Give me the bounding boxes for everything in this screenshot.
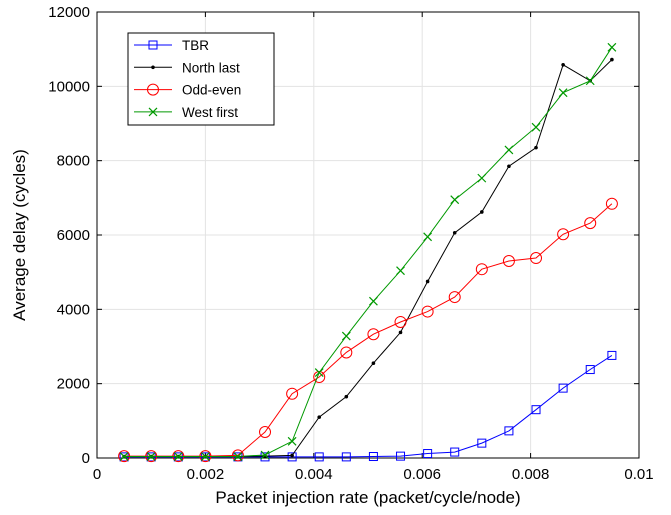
data-point-west-first xyxy=(532,123,540,131)
data-point-north-last xyxy=(561,63,565,67)
legend-marker xyxy=(151,66,155,70)
legend-label: West first xyxy=(182,105,238,120)
data-point-west-first xyxy=(559,89,567,97)
x-tick-label: 0.01 xyxy=(624,466,653,483)
data-point-west-first xyxy=(288,437,296,445)
x-tick-label: 0.006 xyxy=(403,466,441,483)
data-point-west-first xyxy=(505,146,513,154)
y-tick-label: 2000 xyxy=(57,376,90,393)
data-point-north-last xyxy=(345,395,349,399)
data-point-west-first xyxy=(424,233,432,241)
legend-label: Odd-even xyxy=(182,83,241,98)
data-point-north-last xyxy=(507,164,511,168)
x-axis-title: Packet injection rate (packet/cycle/node… xyxy=(215,488,520,507)
legend: TBR North last Odd-even West first xyxy=(128,33,274,125)
data-point-north-last xyxy=(480,210,484,214)
series-tbr xyxy=(120,351,616,460)
data-point-west-first xyxy=(397,267,405,275)
y-axis-title: Average delay (cycles) xyxy=(10,149,29,321)
data-point-north-last xyxy=(426,280,430,284)
legend-label: TBR xyxy=(182,38,209,53)
legend-label: North last xyxy=(182,60,240,75)
data-point-west-first xyxy=(342,332,350,340)
data-point-west-first xyxy=(451,196,459,204)
y-tick-label: 12000 xyxy=(48,4,90,21)
series-odd-even xyxy=(119,198,618,461)
series-line-odd-even xyxy=(124,204,612,456)
data-point-odd-even xyxy=(606,198,617,209)
data-point-north-last xyxy=(453,231,457,235)
data-point-west-first xyxy=(369,297,377,305)
data-point-west-first xyxy=(478,174,486,182)
x-tick-label: 0 xyxy=(93,466,101,483)
x-tick-label: 0.008 xyxy=(512,466,550,483)
data-point-north-last xyxy=(399,331,403,335)
data-point-north-last xyxy=(290,454,294,458)
y-tick-label: 8000 xyxy=(57,153,90,170)
data-point-north-last xyxy=(534,146,538,150)
data-point-north-last xyxy=(317,415,321,419)
y-tick-label: 6000 xyxy=(57,227,90,244)
x-tick-label: 0.004 xyxy=(295,466,333,483)
data-point-west-first xyxy=(608,43,616,51)
y-tick-label: 4000 xyxy=(57,301,90,318)
data-point-north-last xyxy=(372,361,376,365)
y-tick-label: 10000 xyxy=(48,78,90,95)
data-point-west-first xyxy=(586,77,594,85)
data-point-north-last xyxy=(610,58,614,62)
x-tick-label: 0.002 xyxy=(187,466,225,483)
y-tick-label: 0 xyxy=(82,450,90,467)
